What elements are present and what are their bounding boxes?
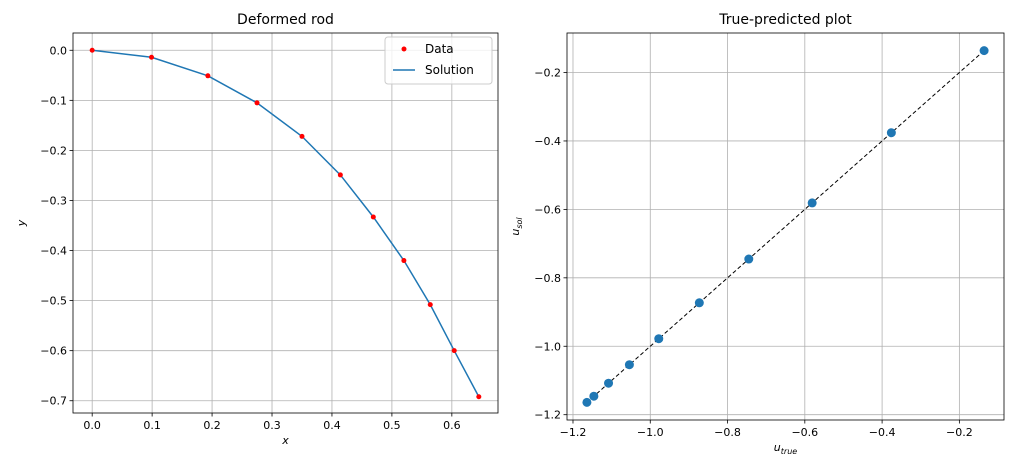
scatter-point [589,391,599,401]
x-tick-label: 0.3 [263,419,281,432]
data-point [476,394,482,400]
reference-line [586,50,985,403]
y-axis-label: y [15,219,28,227]
scatter-point [582,397,592,407]
legend-box [384,36,493,85]
y-tick-label: −0.6 [534,203,561,216]
chart-title: Deformed rod [237,12,334,28]
x-tick-label: 0.5 [383,419,401,432]
axes-frame [566,32,1005,421]
data-point [299,133,305,139]
x-tick-label: −1.2 [560,426,587,439]
legend: Data Solution [384,36,493,85]
legend-label-data: Data [425,42,454,56]
y-axis-label: usol [509,217,524,236]
data-point [370,214,376,220]
scatter-point [744,254,754,264]
x-tick-label: −0.8 [714,426,741,439]
y-tick-label: −0.8 [534,272,561,285]
plot-area [582,46,989,407]
y-tick-label: −0.6 [40,345,67,358]
data-point [89,47,95,53]
x-tick-label: −0.6 [791,426,818,439]
legend-label-solution: Solution [425,63,474,77]
x-tick-label: 0.2 [203,419,221,432]
data-point [427,302,433,308]
y-tick-label: −0.5 [40,295,67,308]
x-axis-label: utrue [774,441,797,456]
legend-marker-data [401,46,407,52]
solution-line [92,49,480,398]
true-predicted-chart: True-predicted plot −1.2 −1.0 −0.8 −0.6 −0.4… [509,12,1005,456]
x-tick-label: −1.0 [637,426,664,439]
y-tick-label: −0.2 [534,67,561,80]
y-tick-label: −0.3 [40,194,67,207]
x-tick-label: 0.1 [143,419,161,432]
axis-ticks: −1.2 −1.0 −0.8 −0.6 −0.4 −0.2 −1.2 −1.0 −0.8 −0.6… [534,67,972,439]
x-axis-label: x [281,434,289,447]
x-tick-label: −0.4 [869,426,896,439]
grid [567,33,1004,420]
data-point [337,172,343,178]
scatter-point [624,360,634,370]
scatter-point [694,298,704,308]
data-point [451,348,457,354]
data-point [205,73,211,79]
x-tick-label: 0.6 [443,419,461,432]
scatter-point [886,128,896,138]
axes-frame [72,32,499,414]
x-tick-label: 0.4 [323,419,341,432]
grid [73,33,498,413]
data-point [401,258,407,264]
data-point [149,54,155,60]
axis-ticks: 0.0 0.1 0.2 0.3 0.4 0.5 0.6 0.0 −0.1 −0.2 −0.3 −0.4… [40,44,460,432]
y-tick-label: −1.2 [534,409,561,422]
scatter-point [654,334,664,344]
y-tick-label: −0.1 [40,94,67,107]
data-point [254,100,260,106]
y-tick-label: −0.2 [40,144,67,157]
scatter-point [604,378,614,388]
chart-title: True-predicted plot [718,12,852,28]
y-tick-label: −1.0 [534,340,561,353]
y-tick-label: −0.7 [40,395,67,408]
plot-area [89,47,482,400]
y-tick-label: −0.4 [40,245,67,258]
y-tick-label: 0.0 [50,44,68,57]
scatter-point [979,46,989,56]
x-tick-label: −0.2 [946,426,973,439]
deformed-rod-chart: Deformed rod 0.0 0.1 0.2 0.3 0.4 0.5 0.6 0.0 −0.… [15,12,499,447]
x-tick-label: 0.0 [83,419,101,432]
scatter-point [807,198,817,208]
y-tick-label: −0.4 [534,135,561,148]
